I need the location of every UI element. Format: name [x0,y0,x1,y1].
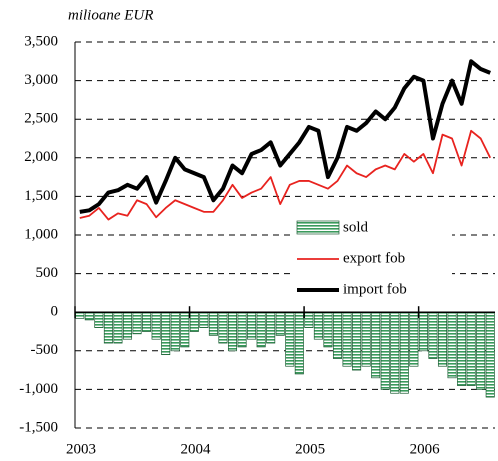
bar [84,311,94,321]
bar [75,311,85,319]
y-tick-label: 2,000 [24,149,58,165]
bar [103,311,113,344]
legend: sold export fob import fob [292,214,452,304]
y-tick-label: 1,500 [24,188,58,204]
bar [142,311,152,332]
bar [390,311,400,394]
bar [418,311,428,352]
bar [294,311,304,375]
bar [361,311,371,367]
bar [170,311,180,352]
x-tick-label: 2004 [181,441,212,457]
y-tick-label: 500 [36,265,59,281]
y-tick-label: -500 [31,342,59,358]
bar [457,311,467,386]
bar [342,311,352,367]
y-tick-label: 1,000 [24,226,58,242]
bar [409,311,419,367]
bar [428,311,438,359]
bar [380,311,390,390]
bar [199,311,209,328]
bar [94,311,104,328]
x-tick-label: 2003 [66,441,96,457]
y-axis-label: milioane EUR [68,7,153,23]
legend-swatch [296,220,340,235]
bar [399,311,409,394]
line-series [79,59,491,214]
bar [323,311,333,348]
y-tick-label: 2,500 [24,111,58,127]
bar [437,311,448,367]
bar [247,311,257,340]
bar [352,311,362,371]
legend-label: sold [343,219,369,235]
bar [371,311,381,379]
bar [332,311,343,359]
bar [466,311,476,386]
bar [189,311,199,332]
bar [304,311,314,328]
bar [208,311,218,336]
y-tick-label: -1,500 [19,419,58,435]
bar [275,311,285,336]
y-tick-label: 0 [51,304,59,320]
bar [180,311,190,348]
bar [313,311,323,340]
legend-label: import fob [343,281,407,297]
bar [227,311,238,352]
bar [113,311,123,344]
bar [256,311,266,348]
bar [237,311,247,348]
legend-label: export fob [343,250,405,266]
y-tick-label: 3,000 [24,72,58,88]
bar [132,311,142,335]
bar [485,311,495,398]
y-tick-label: -1,000 [19,381,58,397]
line-series [79,129,492,221]
bar [151,311,161,340]
bar [285,311,295,367]
bar [161,311,171,356]
y-tick-label: 3,500 [24,33,58,49]
x-tick-label: 2006 [410,441,441,457]
bar [476,311,486,390]
bar [266,311,276,344]
bar [218,311,228,344]
bar [122,311,133,340]
x-tick-label: 2005 [295,441,325,457]
bar [447,311,457,379]
